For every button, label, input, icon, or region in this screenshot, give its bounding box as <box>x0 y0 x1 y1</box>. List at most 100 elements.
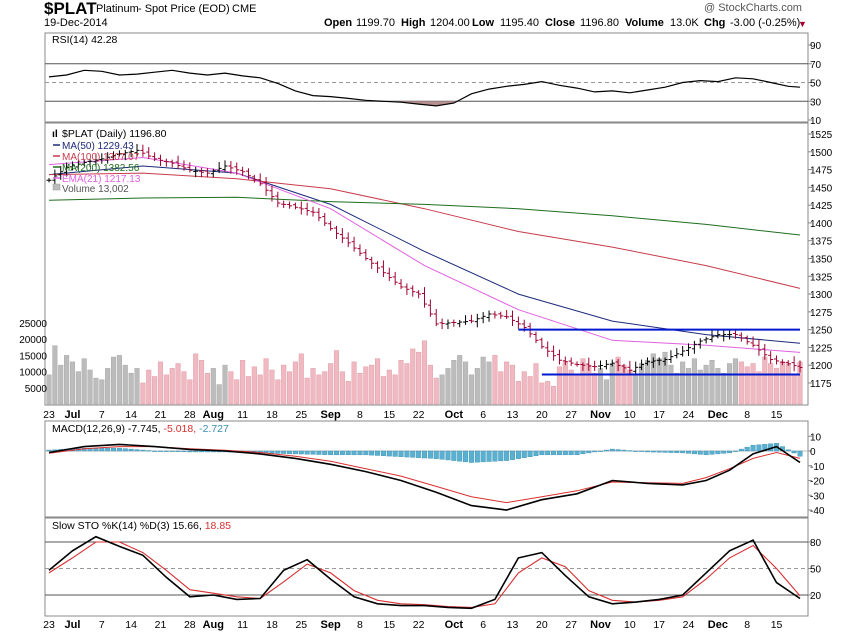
x-axis-label-bottom: 22 <box>413 619 425 631</box>
x-axis-label-bottom: 18 <box>266 619 278 631</box>
price-tick-label: 1250 <box>810 326 833 337</box>
price-tick-label: 1500 <box>810 148 833 159</box>
macd-histogram-bar <box>339 450 345 456</box>
x-axis-label-bottom: 21 <box>155 619 167 631</box>
instrument-description: - Spot Price (EOD) <box>138 3 230 15</box>
volume-bar <box>527 376 533 405</box>
volume-bar <box>275 379 281 405</box>
price-legend-bar-icon: ıl <box>52 128 58 140</box>
x-axis-label-bottom: 27 <box>565 619 577 631</box>
macd-histogram-bar <box>175 450 181 452</box>
stochastic-tick-label: 80 <box>810 538 822 549</box>
volume-bar <box>163 374 169 405</box>
macd-histogram-bar <box>791 450 797 454</box>
macd-histogram-bar <box>697 450 703 455</box>
volume-bar <box>721 372 727 405</box>
macd-histogram-bar <box>146 450 152 452</box>
macd-histogram-bar <box>269 450 275 454</box>
x-axis-label-bottom: 20 <box>536 619 548 631</box>
macd-histogram-bar <box>580 450 586 455</box>
volume-bar <box>762 356 768 405</box>
macd-histogram-bar <box>639 450 645 452</box>
x-axis-label-bottom: 14 <box>125 619 137 631</box>
volume-bar <box>251 366 257 405</box>
macd-histogram-bar <box>662 450 668 453</box>
macd-histogram-bar <box>439 450 445 460</box>
volume-bar <box>592 372 598 405</box>
exchange: CME <box>232 3 257 15</box>
volume-bar <box>674 372 680 405</box>
volume-bar <box>779 361 785 405</box>
volume-bar <box>228 371 234 405</box>
volume-bar <box>222 364 228 405</box>
volume-bar <box>451 360 457 405</box>
x-axis-label-bottom: Sep <box>321 619 341 631</box>
x-axis-label: 22 <box>413 409 425 421</box>
volume-bar <box>656 358 662 405</box>
macd-histogram-bar <box>510 450 516 460</box>
macd-histogram-bar <box>474 450 480 463</box>
volume-tick-label: 20000 <box>19 335 47 346</box>
macd-histogram-bar <box>527 450 533 457</box>
low-label: Low <box>472 17 494 29</box>
low-value: 1195.40 <box>500 17 539 29</box>
price-tick-label: 1400 <box>810 219 833 230</box>
chg-label: Chg <box>704 17 726 29</box>
rsi-oversold-fill <box>49 101 800 106</box>
x-axis-label-bottom: 17 <box>653 619 665 631</box>
stochastic-legend-label: Slow STO %K(14) %D(3) <box>52 520 173 532</box>
macd-histogram-bar <box>105 447 111 452</box>
volume-bar <box>756 371 762 405</box>
price-tick-label: 1425 <box>810 201 833 212</box>
volume-bar <box>328 363 334 405</box>
volume-bar <box>116 355 122 405</box>
stochastic-tick-label: 20 <box>810 591 822 602</box>
volume-bar <box>468 374 474 405</box>
rsi-tick-label: 70 <box>810 60 822 71</box>
x-axis-label: 21 <box>155 409 167 421</box>
price-legend-volume: Volume 13,002 <box>62 184 129 195</box>
volume-bar <box>363 366 369 405</box>
x-axis-label-bottom: Oct <box>445 619 464 631</box>
chart-header: $PLAT Platinum - Spot Price (EOD) CME 19… <box>0 0 850 32</box>
macd-histogram-bar <box>193 450 199 453</box>
volume-bar <box>703 364 709 405</box>
high-value: 1204.00 <box>430 17 470 29</box>
price-tick-label: 1525 <box>810 130 833 141</box>
volume-bar <box>134 368 140 405</box>
macd-histogram-bar <box>322 450 328 455</box>
price-legend-title: $PLAT (Daily) 1196.80 <box>62 128 167 140</box>
volume-bar <box>463 361 469 405</box>
open-value: 1199.70 <box>356 17 395 29</box>
macd-histogram-bar <box>603 449 609 452</box>
stochastic-k-value: 15.66, <box>173 520 205 532</box>
macd-tick-label: -10 <box>810 462 825 473</box>
macd-histogram-bar <box>199 450 205 453</box>
volume-bar <box>386 369 392 405</box>
x-axis-label-bottom: Dec <box>708 619 728 631</box>
volume-bar <box>603 379 609 405</box>
macd-histogram-bar <box>609 448 615 452</box>
volume-bar <box>310 368 316 405</box>
volume-bar <box>64 355 70 405</box>
volume-bar <box>474 368 480 405</box>
macd-histogram-bar <box>122 448 128 452</box>
volume-bar <box>46 374 52 405</box>
open-label: Open <box>324 17 353 29</box>
macd-histogram-bar <box>410 450 416 458</box>
volume-bar <box>539 382 545 405</box>
x-axis-label: 15 <box>383 409 395 421</box>
macd-histogram-bar <box>568 450 574 456</box>
macd-legend-value: -7.745, <box>128 423 164 435</box>
volume-bar <box>685 368 692 405</box>
macd-histogram-bar <box>515 450 521 459</box>
volume-bar <box>609 363 615 405</box>
macd-histogram-bar <box>756 444 762 452</box>
volume-bar <box>533 363 539 405</box>
macd-tick-label: 0 <box>810 447 816 458</box>
volume-bar <box>562 361 568 405</box>
x-axis-label-bottom: Aug <box>203 619 224 631</box>
volume-bar <box>556 366 562 405</box>
volume-bar <box>615 356 621 405</box>
macd-histogram-bar <box>586 450 592 454</box>
